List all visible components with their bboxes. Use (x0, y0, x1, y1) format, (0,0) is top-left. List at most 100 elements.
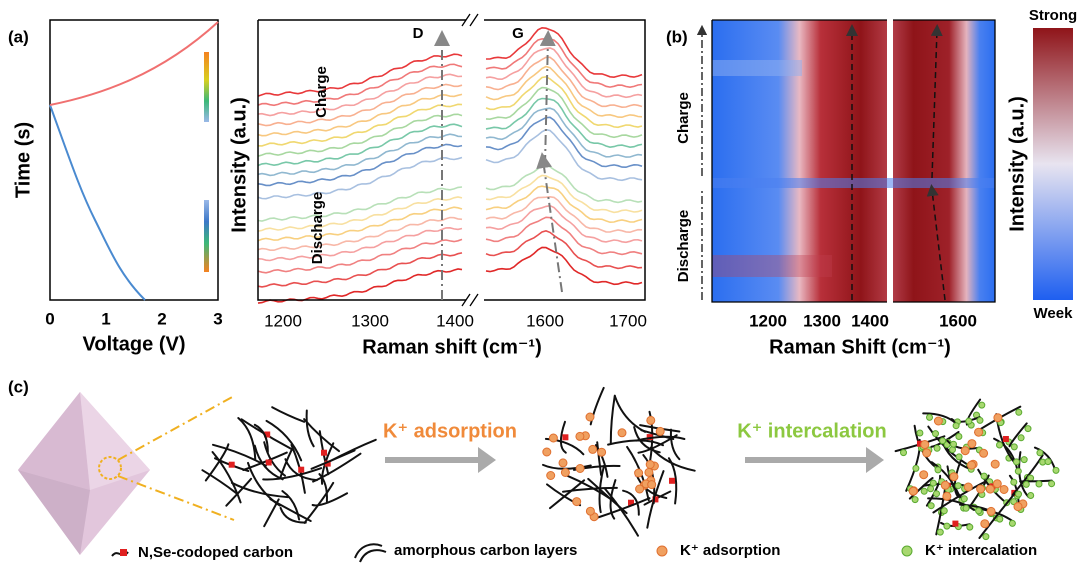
k-intercalated (976, 416, 984, 424)
k-adsorbed (572, 497, 582, 507)
carbon-layer (564, 473, 617, 504)
x-tick-label: 2 (157, 309, 166, 328)
zoom-line (117, 395, 235, 521)
colorbar-min: Week (1034, 305, 1074, 322)
step-label: K⁺ adsorption (383, 420, 517, 442)
carbon-layer (212, 443, 267, 467)
spectrum (257, 216, 643, 274)
k-intercalated (1035, 480, 1043, 488)
k-adsorbed (974, 427, 984, 437)
k-intercalated (975, 507, 983, 515)
k-adsorbed (548, 433, 558, 443)
k-intercalated (912, 464, 920, 472)
carbon-layer (201, 469, 238, 495)
carbon-layer (262, 467, 323, 481)
spectrum (257, 204, 643, 262)
k-adsorbed (986, 506, 996, 516)
x-tick-label: 3 (213, 309, 222, 328)
k-intercalated (1013, 458, 1020, 466)
carbon-layer (237, 417, 257, 461)
n-se-dopant (628, 499, 634, 506)
carbon-layer (279, 448, 293, 479)
k-intercalated (933, 490, 940, 498)
g-peak-arrow (536, 152, 563, 293)
charge-curve (49, 21, 219, 106)
octahedron-face (80, 392, 150, 490)
carbon-layer (589, 386, 605, 426)
n-se-dopant (298, 466, 305, 473)
k-adsorbed (560, 468, 570, 477)
k-intercalated (936, 528, 944, 536)
carbon-layer (318, 473, 328, 503)
x-tick-label: 1200 (749, 311, 787, 330)
k-intercalated (911, 496, 919, 504)
carbon-layer (622, 489, 640, 516)
carbon-layer (253, 423, 269, 454)
k-intercalated (1017, 434, 1025, 442)
k-intercalated (1022, 480, 1030, 488)
k-adsorbed (1013, 502, 1023, 512)
k-adsorbed (597, 447, 607, 457)
carbon-layer (242, 451, 288, 471)
carbon-layer (667, 457, 678, 505)
k-adsorbed (617, 428, 627, 438)
step-label: K⁺ intercalation (737, 420, 886, 442)
annotation: Discharge (309, 192, 326, 265)
zoom-circle (98, 456, 122, 480)
colorbar (1033, 28, 1073, 300)
k-adsorbed (992, 479, 1002, 489)
n-se-dopant (264, 431, 271, 438)
x-tick-label: 1300 (351, 311, 389, 330)
carbon-layer (993, 437, 1019, 473)
x-tick-label: 0 (45, 309, 54, 328)
carbon-layer (978, 493, 1016, 539)
k-adsorbed (588, 444, 598, 454)
spectrum (257, 116, 643, 187)
carbon-layer (305, 409, 315, 448)
k-intercalated (954, 482, 962, 490)
k-intercalated (982, 533, 990, 541)
carbon-layer (1033, 446, 1056, 471)
k-intercalated (932, 430, 939, 438)
legend-label: K⁺ adsorption (680, 542, 780, 559)
k-adsorbed (993, 413, 1003, 423)
carbon-layer (230, 481, 289, 499)
k-adsorbed (647, 480, 657, 490)
legend-icon (354, 543, 387, 563)
carbon-layer (265, 419, 303, 462)
spectrum (257, 26, 643, 97)
legend-label: K⁺ intercalation (925, 542, 1037, 559)
k-adsorbed (967, 439, 977, 449)
axes-frame (711, 19, 996, 303)
n-se-dopant (562, 434, 569, 441)
panel-label: (a) (8, 27, 29, 46)
carbon-layer (932, 481, 986, 514)
carbon-layer (247, 461, 281, 507)
x-axis-label: Raman shift (cm⁻¹) (362, 336, 541, 358)
carbon-layer (311, 492, 349, 507)
k-intercalated (1027, 492, 1035, 499)
process-arrow (745, 447, 884, 473)
axes-frame (49, 19, 219, 301)
n-se-dopant (652, 496, 659, 503)
k-intercalated (1014, 467, 1022, 475)
x-axis-label: Raman Shift (cm⁻¹) (769, 336, 951, 358)
n-se-dopant (952, 520, 959, 527)
heatmap-feature (712, 255, 832, 277)
n-se-dopant (324, 460, 331, 467)
k-intercalated (916, 429, 924, 437)
k-adsorbed (644, 467, 654, 477)
octahedron-face (18, 470, 90, 555)
k-intercalated (927, 502, 935, 510)
spectrum (257, 230, 643, 288)
carbon-layer (320, 442, 335, 485)
k-adsorbed (542, 447, 552, 457)
carbon-layer (1018, 451, 1030, 498)
spectrum (257, 75, 643, 147)
k-intercalated (962, 504, 970, 512)
panel-label: (c) (8, 377, 29, 396)
k-adsorbed (558, 458, 568, 468)
g-peak-arrow (926, 184, 946, 301)
k-adsorbed (919, 470, 929, 480)
